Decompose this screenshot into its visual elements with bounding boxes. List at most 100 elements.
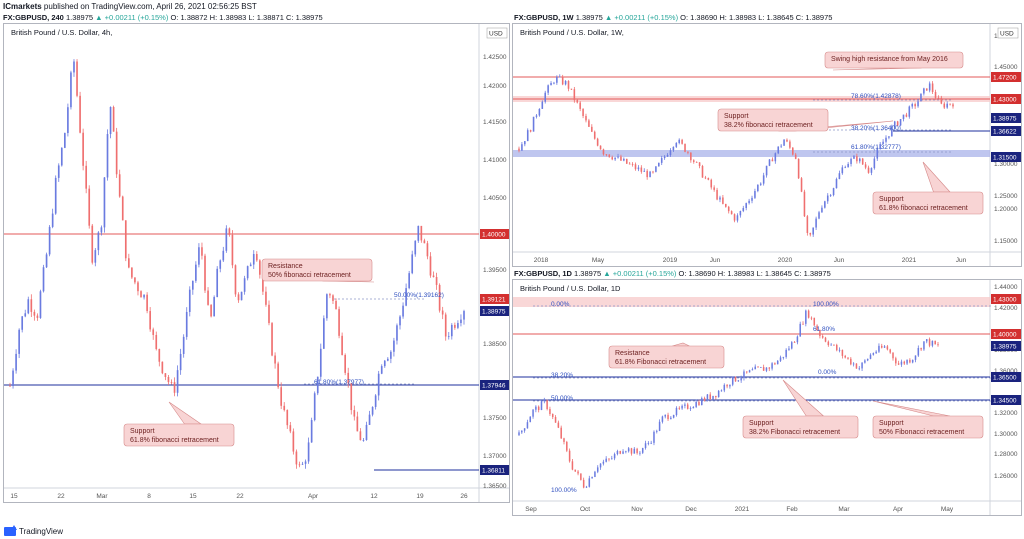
price-label-box: [480, 380, 509, 390]
candle-body: [426, 243, 429, 257]
candle-body: [567, 81, 570, 89]
candle-body: [789, 141, 791, 148]
header-close: C: 1.38975: [795, 13, 833, 22]
x-tick-label: 22: [236, 493, 244, 500]
y-tick-label: 1.37500: [483, 415, 507, 422]
x-tick-label: 15: [189, 493, 197, 500]
candle-body: [310, 420, 313, 443]
price-label-box: [991, 152, 1021, 162]
tradingview-logo[interactable]: TradingView: [4, 525, 63, 536]
candle-body: [878, 345, 880, 352]
header-last: 1.38975: [574, 269, 602, 278]
zone-band: [513, 150, 990, 157]
header-low: L: 1.38645: [758, 13, 794, 22]
x-tick-label: May: [941, 506, 954, 513]
callout-text: Support: [879, 420, 904, 427]
candle-body: [869, 354, 872, 359]
candle-body: [681, 405, 683, 409]
candle-body: [799, 323, 801, 337]
candle-body: [599, 145, 602, 150]
candle-body: [538, 108, 541, 116]
candle-body: [841, 349, 844, 356]
candle-body: [27, 299, 30, 314]
candle-body: [570, 88, 573, 90]
y-tick-label: 1.44000: [994, 284, 1018, 291]
candle-body: [593, 131, 596, 139]
candle-body: [641, 448, 644, 453]
callout-text: Swing high resistance from May 2016: [831, 56, 948, 63]
candle-body: [67, 107, 69, 134]
candle-body: [830, 344, 832, 346]
candle-body: [286, 410, 289, 426]
callout-text: Support: [879, 196, 904, 203]
callout-box: [824, 51, 964, 69]
candle-body: [873, 158, 876, 169]
candle-body: [812, 227, 814, 235]
chart-panel-4h[interactable]: Resistance 50% fibonacci retracement Suppo…: [3, 23, 510, 503]
candle-body: [526, 422, 529, 429]
candle-body: [643, 170, 646, 172]
candle-body: [402, 305, 404, 317]
chart-svg-4h[interactable]: Resistance 50% fibonacci retracement Suppo…: [4, 24, 509, 502]
price-label-text: 1.34500: [993, 398, 1017, 405]
candle-body: [170, 382, 173, 383]
candle-body: [432, 275, 435, 278]
candle-body: [553, 82, 555, 84]
candle-body: [785, 349, 787, 357]
candle-body: [103, 177, 106, 228]
x-tick-label: May: [592, 257, 605, 264]
candle-body: [341, 335, 343, 355]
candle-body: [280, 387, 283, 406]
candle-body: [739, 211, 742, 216]
candle-body: [713, 187, 715, 190]
chart-panel-1w[interactable]: Swing high resistance from May 2016 Suppo…: [512, 23, 1022, 267]
x-tick-label: 26: [460, 493, 468, 500]
x-tick-label: Mar: [96, 493, 108, 500]
candle-body: [776, 360, 779, 365]
candle-body: [923, 88, 925, 94]
candle-body: [734, 376, 737, 382]
candle-body: [658, 421, 661, 431]
currency-box: [997, 27, 1019, 39]
y-tick-label: 1.32000: [994, 410, 1018, 417]
candle-body: [949, 103, 951, 105]
chart-svg-1d[interactable]: Resistance 61.8% Fibonacci retracement Sup…: [513, 280, 1021, 515]
candle-body: [127, 258, 130, 268]
header-d1: FX:GBPUSD, 1D 1.38975 ▲ +0.00211 (+0.15%…: [514, 269, 831, 278]
candle-body: [762, 175, 765, 184]
candle-body: [213, 297, 215, 317]
candle-body: [771, 363, 773, 369]
candle-body: [802, 323, 804, 325]
candle-body: [535, 406, 537, 410]
candle-body: [661, 416, 664, 422]
candle-body: [582, 108, 584, 116]
candle-body: [631, 163, 634, 165]
candle-body: [670, 417, 672, 420]
zone-band: [513, 297, 990, 307]
price-label-text: 1.37946: [482, 383, 506, 390]
publish-text: published on TradingView.com, April 26, …: [43, 2, 257, 11]
candle-body: [725, 203, 727, 207]
candle-body: [888, 136, 890, 138]
candle-body: [623, 158, 625, 161]
candle-body: [243, 278, 246, 292]
candle-body: [460, 319, 462, 324]
candle-body: [561, 76, 564, 85]
candle-body: [650, 442, 652, 444]
candle-body: [793, 342, 796, 343]
candle-body: [167, 376, 170, 383]
callout-box: [872, 415, 984, 439]
candle-body: [109, 107, 112, 135]
candle-body: [435, 277, 438, 285]
candle-body: [855, 363, 858, 369]
header-change: ▲ +0.00211 (+0.15%): [604, 13, 679, 22]
chart-title: British Pound / U.S. Dollar, 1D: [520, 284, 621, 293]
candle-body: [523, 428, 526, 431]
candle-body: [737, 380, 740, 382]
candle-body: [179, 353, 182, 371]
candle-body: [707, 177, 710, 180]
chart-panel-1d[interactable]: Resistance 61.8% Fibonacci retracement Sup…: [512, 279, 1022, 516]
candle-body: [816, 325, 818, 331]
candle-body: [684, 404, 686, 406]
chart-svg-1w[interactable]: Swing high resistance from May 2016 Suppo…: [513, 24, 1021, 266]
